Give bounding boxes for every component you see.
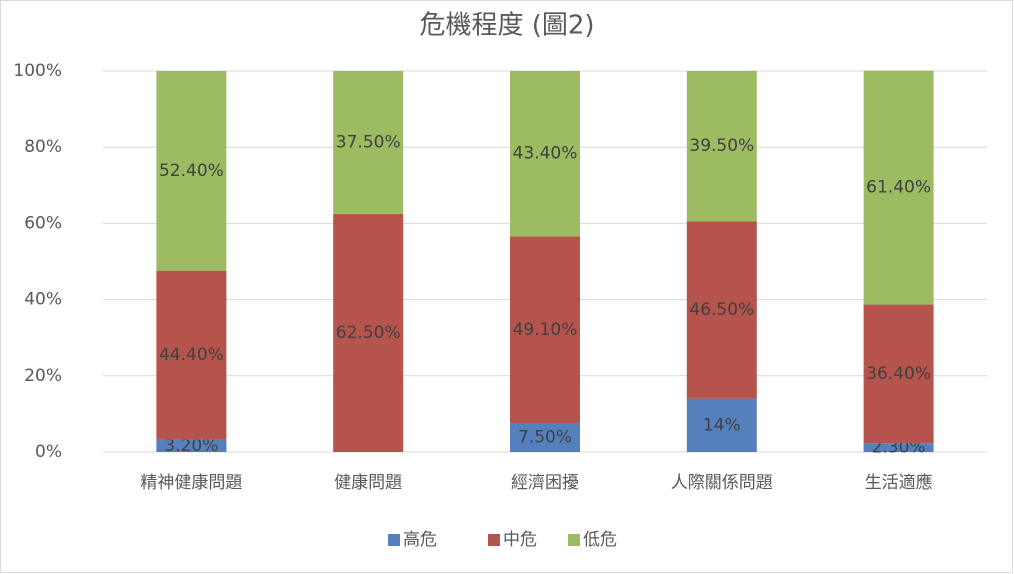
value-label: 37.50%	[336, 132, 401, 152]
legend-swatch	[568, 534, 580, 546]
bar-segment	[863, 443, 934, 452]
y-tick-label: 40%	[24, 290, 62, 310]
bar-segment	[686, 221, 757, 399]
x-tick-label: 經濟困擾	[511, 473, 579, 493]
value-label: 52.40%	[159, 161, 224, 181]
bar-segment	[863, 70, 934, 305]
value-label: 3.20%	[164, 436, 218, 456]
bar-segment	[156, 71, 227, 271]
value-label: 7.50%	[518, 428, 572, 448]
bar-segment	[510, 71, 580, 237]
x-tick-label: 人際關係問題	[671, 473, 773, 493]
bar-segment	[863, 304, 934, 444]
y-tick-label: 0%	[35, 442, 62, 462]
value-label: 46.50%	[689, 300, 754, 320]
bar-segment	[156, 439, 227, 452]
x-tick-label: 精神健康問題	[140, 473, 242, 493]
y-tick-label: 80%	[24, 137, 62, 157]
bar-segment	[510, 236, 580, 424]
bar-segment	[156, 270, 227, 440]
legend-swatch	[488, 534, 500, 546]
legend-label: 低危	[583, 530, 617, 550]
value-label: 39.50%	[689, 136, 754, 156]
bar-segment	[686, 398, 757, 452]
legend-swatch	[388, 534, 400, 546]
bar-segment	[333, 213, 404, 452]
y-tick-label: 20%	[24, 366, 62, 386]
value-label: 44.40%	[159, 345, 224, 365]
value-label: 14%	[703, 415, 741, 435]
value-label: 36.40%	[866, 364, 931, 384]
bar-segment	[686, 71, 757, 222]
value-label: 49.10%	[513, 320, 578, 340]
legend-label: 高危	[403, 530, 437, 550]
y-tick-label: 60%	[24, 213, 62, 233]
chart-title: 危機程度 (圖2)	[419, 11, 594, 41]
legend-label: 中危	[503, 530, 537, 550]
bar-segment	[510, 423, 580, 452]
x-tick-label: 生活適應	[865, 472, 933, 493]
y-tick-label: 100%	[13, 61, 62, 81]
bar-segment	[333, 71, 404, 214]
value-label: 61.40%	[866, 178, 931, 198]
value-label: 43.40%	[513, 144, 578, 164]
x-tick-label: 健康問題	[334, 473, 402, 493]
value-label: 62.50%	[336, 323, 401, 343]
